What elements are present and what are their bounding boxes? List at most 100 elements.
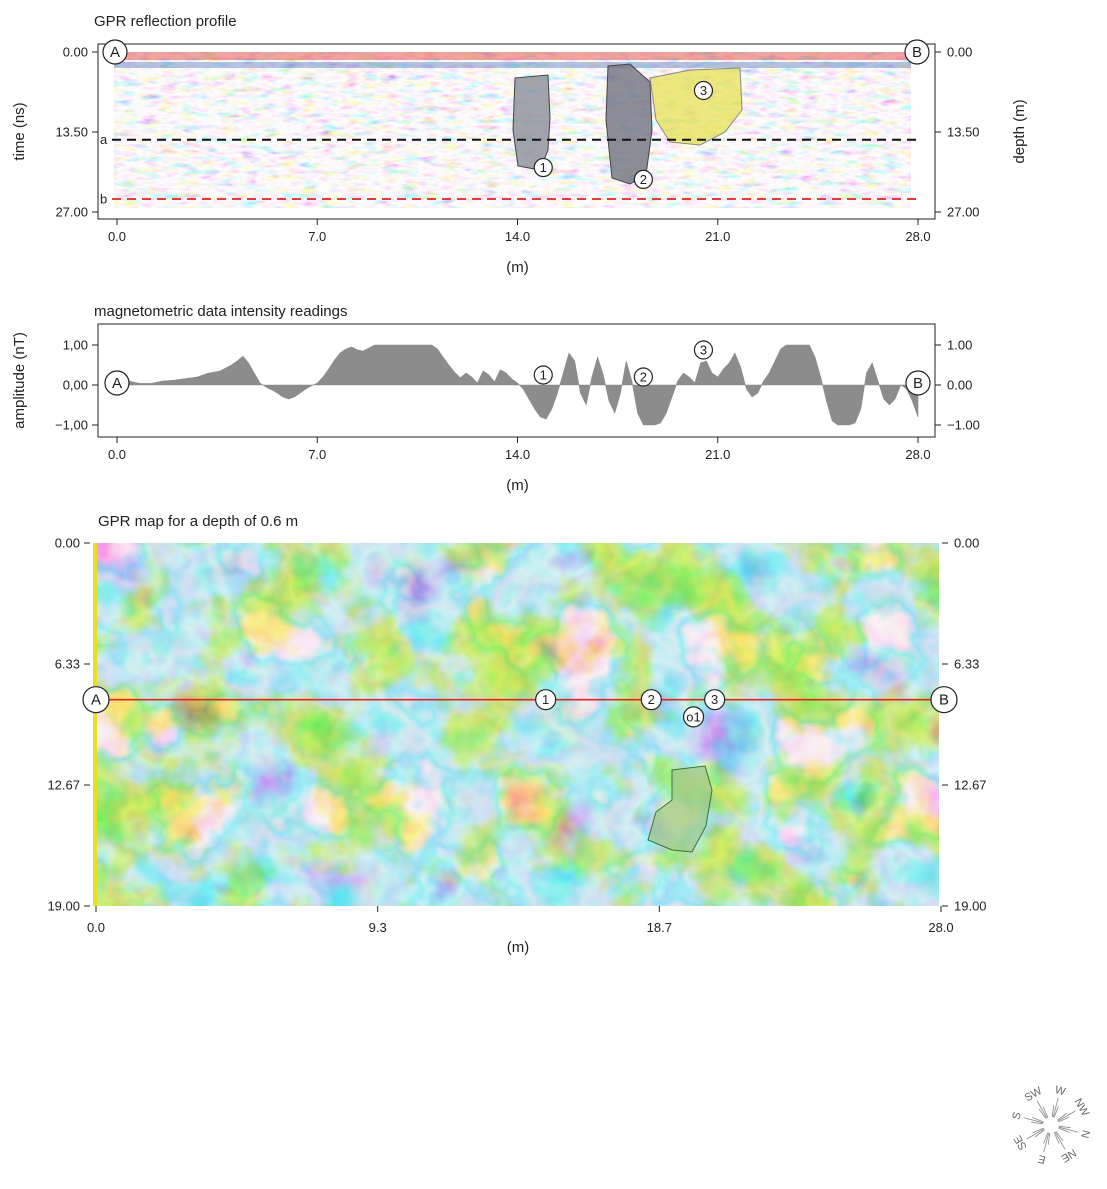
compass-ray (1053, 1106, 1059, 1118)
endpoint-a-label: A (91, 692, 101, 709)
anomaly-o1-marker-label: o1 (686, 709, 700, 724)
endpoint-b-circle (905, 370, 931, 396)
x-tick-label: 28.0 (905, 447, 930, 462)
x-tick-label: 14.0 (505, 229, 530, 244)
endpoint-a-label: A (110, 44, 120, 61)
compass-label-w: W (1053, 1084, 1067, 1098)
gpr-map-image (96, 543, 939, 906)
gpr-profile-panel: GPR reflection profile 0.0 7.0 14.0 21.0 28.… (11, 13, 1028, 276)
y-tick-label: 0.00 (55, 536, 80, 551)
endpoint-b-label: B (912, 44, 922, 61)
endpoint-b-label: B (939, 692, 949, 709)
y-axis-label: time (ns) (11, 102, 28, 160)
anomaly-1-marker-circle (535, 689, 557, 711)
compass-ray (1052, 1097, 1059, 1118)
compass-label-n: N (1078, 1129, 1092, 1140)
y-tick-label-right: 6.33 (954, 656, 979, 671)
x-tick-label: 0.0 (108, 229, 126, 244)
surface-reflection-band-secondary (114, 62, 911, 68)
gpr-map-panel: GPR map for a depth of 0.6 m 0.00 6.33 12.… (47, 513, 986, 956)
x-axis-label: (m) (506, 259, 529, 276)
y-tick-label: 12.67 (47, 778, 80, 793)
compass-ray (1036, 1100, 1048, 1119)
endpoint-a-circle (82, 686, 110, 714)
y-tick-label: 27.00 (55, 205, 88, 220)
y-tick-label: 13.50 (55, 125, 88, 140)
map-left-edge-strip (93, 543, 97, 906)
compass-label-s: S (1010, 1111, 1023, 1121)
compass-label-se: SE (1012, 1133, 1030, 1152)
anomaly-1-marker-circle (533, 365, 553, 385)
y-tick-label-right: 0.00 (947, 378, 972, 393)
anomaly-1-marker-label: 1 (542, 692, 549, 707)
compass-ray (1058, 1127, 1070, 1133)
x-tick-label: 18.7 (647, 920, 672, 935)
anomaly-2-marker-circle (633, 367, 653, 387)
anomaly-3-marker-circle (693, 80, 714, 101)
x-tick-label: 21.0 (705, 447, 730, 462)
compass-ray (1058, 1125, 1071, 1129)
compass-ray (1057, 1110, 1076, 1122)
y-tick-label-right: 0.00 (947, 45, 972, 60)
reference-line-label-a: a (100, 132, 108, 147)
anomaly-3-marker-circle (693, 340, 714, 360)
y-tick-label: 19.00 (47, 899, 80, 914)
y-tick-label-right: 12.67 (954, 778, 987, 793)
anomaly-2-shape (605, 63, 653, 185)
compass-ray (1054, 1131, 1066, 1150)
y-axis-label: amplitude (nT) (11, 332, 28, 429)
y-tick-label-right: 1.00 (947, 338, 972, 353)
compass-ray (1032, 1127, 1044, 1134)
x-tick-label: 0.0 (87, 920, 105, 935)
y-tick-label-right: 27.00 (947, 205, 980, 220)
magnetometric-area-series (116, 344, 919, 426)
x-tick-label: 28.0 (905, 229, 930, 244)
compass-rose: SW W NW NNE E SE S (1010, 1084, 1091, 1166)
y-tick-label: 0.00 (63, 45, 88, 60)
x-tick-label: 7.0 (308, 229, 326, 244)
compass-ray (1042, 1106, 1049, 1118)
compass-ray (1051, 1105, 1055, 1118)
surface-reflection-band (114, 52, 911, 60)
endpoint-a-circle (104, 370, 130, 396)
y-tick-label-right: 19.00 (954, 899, 987, 914)
compass-ray (1023, 1117, 1044, 1124)
anomaly-3-marker-label: 3 (711, 692, 718, 707)
y-tick-label: 0,00 (63, 378, 88, 393)
anomaly-1-marker-circle (533, 157, 553, 178)
x-tick-label: 0.0 (108, 447, 126, 462)
endpoint-b-circle (930, 686, 958, 714)
compass-ray (1047, 1132, 1051, 1145)
y-tick-label-right: −1.00 (947, 418, 980, 433)
y-axis-label-right: depth (m) (1011, 99, 1028, 163)
reference-line-label-b: b (100, 191, 107, 206)
compass-ray (1026, 1128, 1045, 1140)
compass-ray (1043, 1132, 1049, 1144)
compass-label-ne: NE (1059, 1146, 1078, 1164)
x-tick-label: 14.0 (505, 447, 530, 462)
gpr-map-title: GPR map for a depth of 0.6 m (98, 513, 298, 530)
anomaly-2-marker-label: 2 (640, 370, 647, 385)
x-tick-label: 21.0 (705, 229, 730, 244)
anomaly-o1-marker-circle (682, 706, 705, 728)
compass-ray (1043, 1132, 1050, 1153)
gpr-profile-title: GPR reflection profile (94, 13, 237, 30)
anomaly-1-shape (512, 74, 551, 171)
anomaly-o1-shape (647, 765, 713, 853)
anomaly-2-marker-circle (640, 689, 662, 711)
compass-label-nw: NW (1072, 1097, 1092, 1119)
anomaly-2-marker-label: 2 (640, 172, 647, 187)
x-tick-label: 9.3 (369, 920, 387, 935)
compass-ray (1038, 1108, 1047, 1119)
compass-ray (1057, 1112, 1068, 1121)
compass-label-sw: SW (1023, 1085, 1045, 1105)
anomaly-3-marker-circle (704, 689, 726, 711)
anomaly-1-marker-label: 1 (540, 160, 547, 175)
compass-ray (1031, 1121, 1044, 1125)
x-tick-label: 28.0 (928, 920, 953, 935)
endpoint-b-label: B (913, 375, 923, 392)
anomaly-1-marker-label: 1 (540, 368, 547, 383)
endpoint-a-circle (102, 39, 128, 65)
y-tick-label-right: 0.00 (954, 536, 979, 551)
